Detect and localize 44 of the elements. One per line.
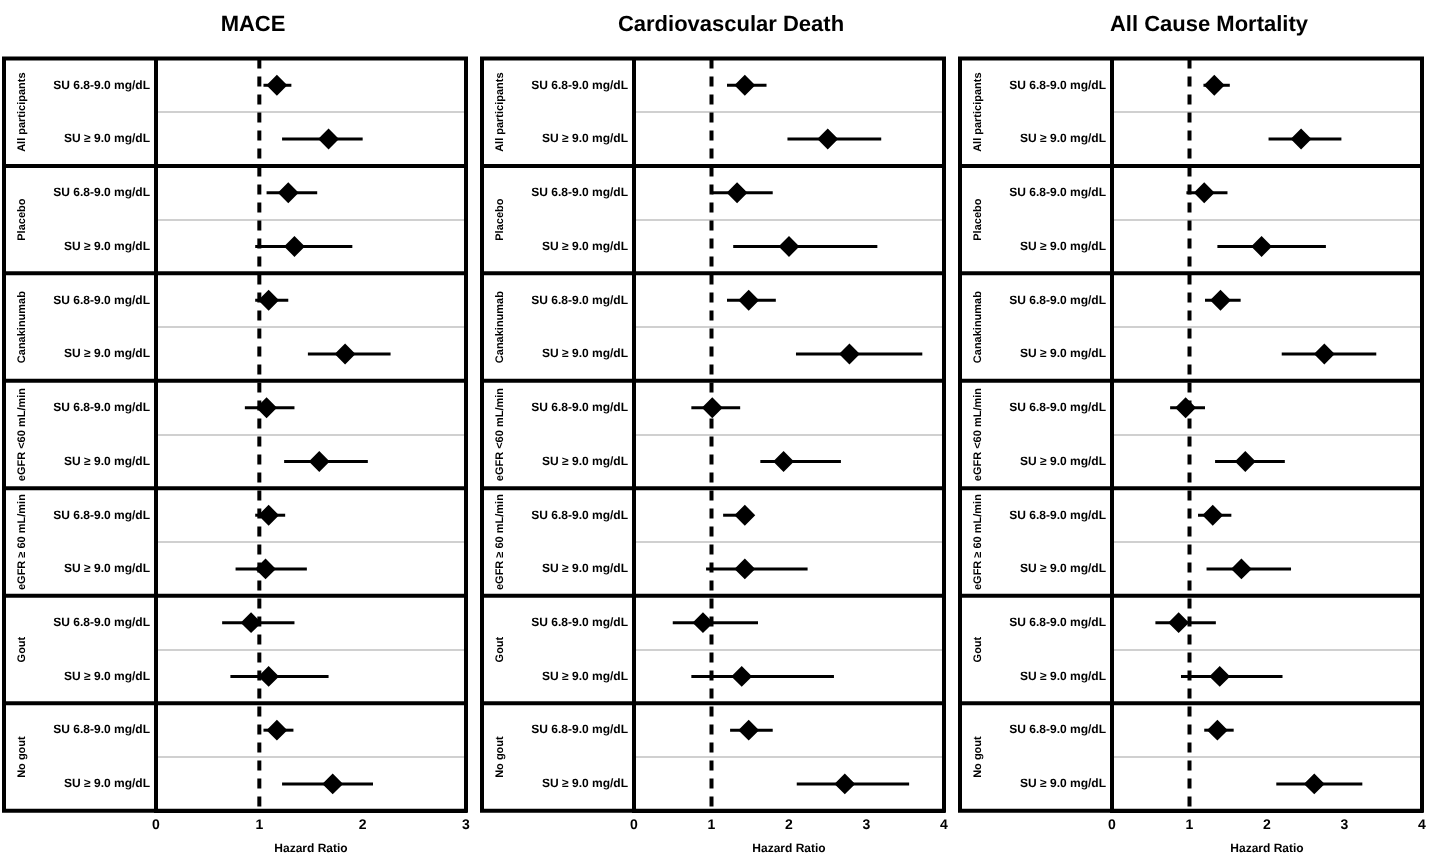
point bbox=[1194, 182, 1215, 203]
point bbox=[1209, 666, 1230, 687]
point bbox=[258, 505, 279, 526]
point bbox=[734, 75, 755, 96]
point bbox=[727, 182, 748, 203]
point bbox=[1304, 773, 1325, 794]
point bbox=[779, 236, 799, 257]
point bbox=[738, 720, 759, 741]
point bbox=[256, 397, 277, 418]
point bbox=[1207, 720, 1228, 741]
point bbox=[1210, 290, 1231, 311]
point bbox=[266, 75, 287, 96]
point bbox=[278, 182, 299, 203]
point bbox=[1251, 236, 1272, 257]
point bbox=[258, 290, 279, 311]
point bbox=[1175, 397, 1196, 418]
point bbox=[839, 343, 860, 364]
point bbox=[1314, 343, 1335, 364]
point bbox=[335, 343, 356, 364]
point bbox=[738, 290, 759, 311]
chart-title: Cardiovascular Death bbox=[617, 13, 845, 38]
point bbox=[1231, 558, 1252, 579]
point bbox=[1202, 505, 1223, 526]
chart-title: MACE bbox=[220, 13, 286, 38]
point bbox=[734, 505, 755, 526]
chart-title: All Cause Mortality bbox=[1109, 13, 1310, 38]
point bbox=[322, 773, 343, 794]
point bbox=[266, 720, 287, 741]
point bbox=[318, 129, 339, 150]
point bbox=[817, 129, 838, 150]
point bbox=[731, 666, 752, 687]
point bbox=[834, 773, 855, 794]
point bbox=[692, 612, 713, 633]
point bbox=[258, 666, 279, 687]
point bbox=[1235, 451, 1256, 472]
point bbox=[773, 451, 794, 472]
point bbox=[1204, 75, 1225, 96]
point bbox=[1291, 129, 1312, 150]
point bbox=[284, 236, 305, 257]
point bbox=[255, 558, 276, 579]
point bbox=[309, 451, 330, 472]
point bbox=[734, 558, 755, 579]
point bbox=[1168, 612, 1189, 633]
point bbox=[702, 397, 723, 418]
